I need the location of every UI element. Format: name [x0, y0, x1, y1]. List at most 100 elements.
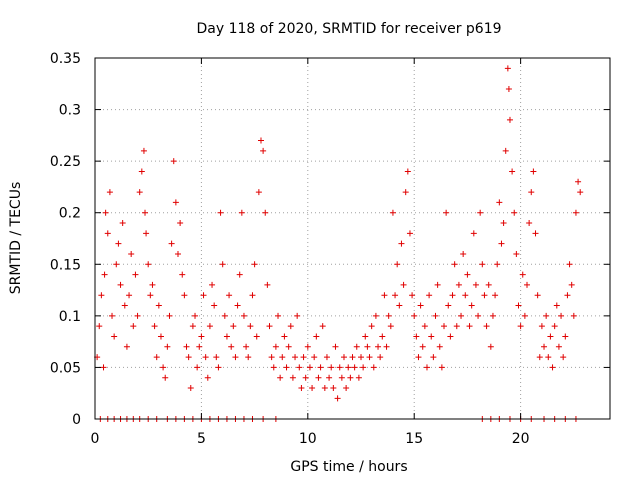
data-point — [426, 292, 433, 299]
data-point — [279, 354, 286, 361]
data-point — [509, 168, 516, 175]
data-point — [336, 364, 343, 371]
data-point — [568, 281, 575, 288]
data-point — [406, 230, 413, 237]
data-point — [477, 209, 484, 216]
data-point — [145, 261, 152, 268]
data-point — [230, 323, 237, 330]
data-point — [298, 385, 305, 392]
data-point — [330, 385, 337, 392]
data-point — [134, 312, 141, 319]
data-point — [360, 364, 367, 371]
data-point — [260, 147, 267, 154]
data-point — [381, 292, 388, 299]
data-point — [468, 302, 475, 309]
data-point — [200, 292, 207, 299]
data-point — [98, 292, 105, 299]
data-point — [464, 271, 471, 278]
data-point — [311, 354, 318, 361]
data-point — [255, 189, 262, 196]
data-point — [172, 199, 179, 206]
data-point — [109, 312, 116, 319]
data-point — [505, 85, 512, 92]
data-point — [143, 230, 150, 237]
data-point — [111, 333, 118, 340]
data-point — [253, 333, 260, 340]
data-point — [415, 354, 422, 361]
data-point — [121, 302, 128, 309]
data-point — [304, 343, 311, 350]
data-point — [240, 312, 247, 319]
data-point — [524, 281, 531, 288]
data-point — [470, 230, 477, 237]
data-point — [149, 281, 156, 288]
data-point — [234, 302, 241, 309]
chart-title: Day 118 of 2020, SRMTID for receiver p61… — [196, 21, 501, 37]
data-point — [566, 261, 573, 268]
data-point — [155, 302, 162, 309]
data-point — [275, 312, 282, 319]
data-point — [434, 281, 441, 288]
data-point — [174, 250, 181, 257]
data-point — [502, 147, 509, 154]
data-point — [400, 281, 407, 288]
data-point — [362, 333, 369, 340]
y-tick-label: 0.3 — [59, 103, 81, 119]
data-point — [553, 302, 560, 309]
data-point — [545, 354, 552, 361]
y-axis-label: SRMTID / TECUs — [8, 182, 24, 295]
data-point — [142, 209, 149, 216]
data-point — [481, 292, 488, 299]
data-point — [570, 312, 577, 319]
data-point — [338, 374, 345, 381]
data-point — [441, 323, 448, 330]
data-point — [317, 364, 324, 371]
data-point — [538, 323, 545, 330]
data-point — [213, 354, 220, 361]
y-tick-label: 0.35 — [50, 51, 81, 67]
data-point — [232, 354, 239, 361]
data-point — [513, 250, 520, 257]
data-point — [562, 333, 569, 340]
data-point — [487, 343, 494, 350]
data-point — [372, 312, 379, 319]
x-axis-label: GPS time / hours — [290, 459, 407, 475]
data-point — [451, 261, 458, 268]
data-point — [315, 374, 322, 381]
data-point — [157, 333, 164, 340]
data-point — [326, 374, 333, 381]
data-point — [189, 323, 196, 330]
data-point — [264, 281, 271, 288]
data-point — [541, 343, 548, 350]
data-point — [460, 250, 467, 257]
data-point — [130, 323, 137, 330]
data-point — [423, 364, 430, 371]
y-tick-label: 0.05 — [50, 360, 81, 376]
data-point — [526, 220, 533, 227]
data-point — [358, 354, 365, 361]
data-point — [555, 343, 562, 350]
data-point — [101, 271, 108, 278]
data-point — [438, 364, 445, 371]
x-tick-label: 5 — [197, 431, 206, 447]
data-point — [249, 292, 256, 299]
data-point — [515, 302, 522, 309]
data-point — [185, 354, 192, 361]
data-point — [226, 292, 233, 299]
data-point — [340, 354, 347, 361]
data-point — [96, 323, 103, 330]
data-point — [257, 137, 264, 144]
data-point — [272, 343, 279, 350]
data-point — [277, 374, 284, 381]
data-point — [196, 343, 203, 350]
data-point — [270, 364, 277, 371]
data-point — [313, 333, 320, 340]
data-point — [413, 333, 420, 340]
data-point — [100, 364, 107, 371]
data-point — [106, 189, 113, 196]
data-point — [564, 292, 571, 299]
data-point — [453, 323, 460, 330]
data-point — [521, 312, 528, 319]
data-point — [228, 343, 235, 350]
data-point — [368, 323, 375, 330]
